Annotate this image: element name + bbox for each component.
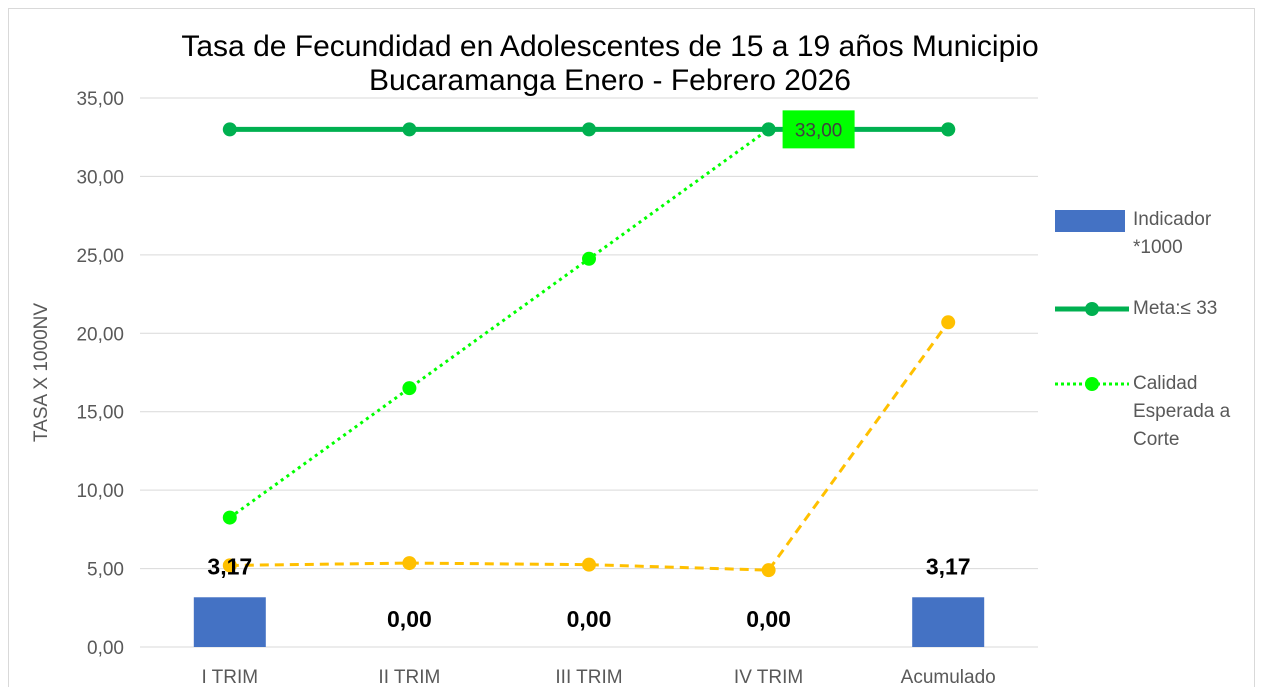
y-tick-label-5: 25,00 <box>76 246 124 267</box>
legend-label-calidad: Calidad Esperada a Corte <box>1133 370 1253 454</box>
x-tick-label-0: I TRIM <box>201 667 258 687</box>
series-1-point-3 <box>761 122 776 137</box>
legend-label-calidad-line-2: Esperada a <box>1133 401 1231 422</box>
bar-data-label-0: 3,17 <box>207 553 252 579</box>
legend-swatch-indicador <box>1055 210 1125 232</box>
x-tick-label-3: IV TRIM <box>734 667 803 687</box>
series-2-point-0 <box>222 510 237 525</box>
y-tick-label-4: 20,00 <box>76 324 124 345</box>
y-tick-label-0: 0,00 <box>87 638 124 659</box>
series-1-point-0 <box>222 122 237 137</box>
x-tick-label-2: III TRIM <box>555 667 622 687</box>
legend-label-calidad-line-1: Calidad <box>1133 373 1198 394</box>
y-axis-label: TASA X 1000NV <box>31 303 52 442</box>
bar-4 <box>912 597 985 647</box>
legend-label-indicador: Indicador *1000 <box>1133 206 1253 262</box>
series-line-3 <box>229 321 950 572</box>
legend-label-meta-line-1: Meta:≤ 33 <box>1133 298 1218 319</box>
bar-data-label-1: 0,00 <box>387 606 432 632</box>
meta-annotation-label: 33,00 <box>795 120 843 141</box>
bar-data-label-2: 0,00 <box>567 606 612 632</box>
y-tick-label-6: 30,00 <box>76 167 124 188</box>
legend-swatch-meta <box>1055 302 1129 316</box>
y-tick-label-2: 10,00 <box>76 481 124 502</box>
series-2-point-1 <box>402 381 417 396</box>
legend-label-indicador-line-1: Indicador <box>1133 209 1212 230</box>
series-3-point-3 <box>761 563 776 578</box>
bar-data-label-4: 3,17 <box>926 553 971 579</box>
chart-title-line-2: Bucaramanga Enero - Febrero 2026 <box>369 64 851 97</box>
chart-title: Tasa de Fecundidad en Adolescentes de 15… <box>140 30 1080 98</box>
x-tick-label-1: II TRIM <box>378 667 440 687</box>
series-3-point-2 <box>582 557 596 572</box>
y-tick-label-1: 5,00 <box>87 560 124 581</box>
legend-label-calidad-line-3: Corte <box>1133 429 1180 450</box>
chart-frame <box>8 8 1255 687</box>
series-3-point-0 <box>222 558 237 573</box>
bar-0 <box>193 597 266 647</box>
legend-label-indicador-line-2: *1000 <box>1133 237 1183 258</box>
x-tick-label-4: Acumulado <box>901 667 996 687</box>
series-1-point-4 <box>941 122 956 137</box>
y-tick-label-7: 35,00 <box>76 89 124 110</box>
legend-swatch-calidad <box>1055 377 1129 391</box>
series-1-point-2 <box>582 122 596 137</box>
series-3-point-4 <box>941 315 956 330</box>
bar-data-label-3: 0,00 <box>746 606 791 632</box>
y-tick-label-3: 15,00 <box>76 403 124 424</box>
chart-title-line-1: Tasa de Fecundidad en Adolescentes de 15… <box>181 30 1039 63</box>
meta-annotation-box <box>782 110 855 149</box>
series-3-point-1 <box>402 556 417 571</box>
series-2-point-2 <box>582 251 596 266</box>
series-1-point-1 <box>402 122 417 137</box>
series-line-2 <box>228 127 949 519</box>
legend-label-meta: Meta:≤ 33 <box>1133 295 1253 323</box>
